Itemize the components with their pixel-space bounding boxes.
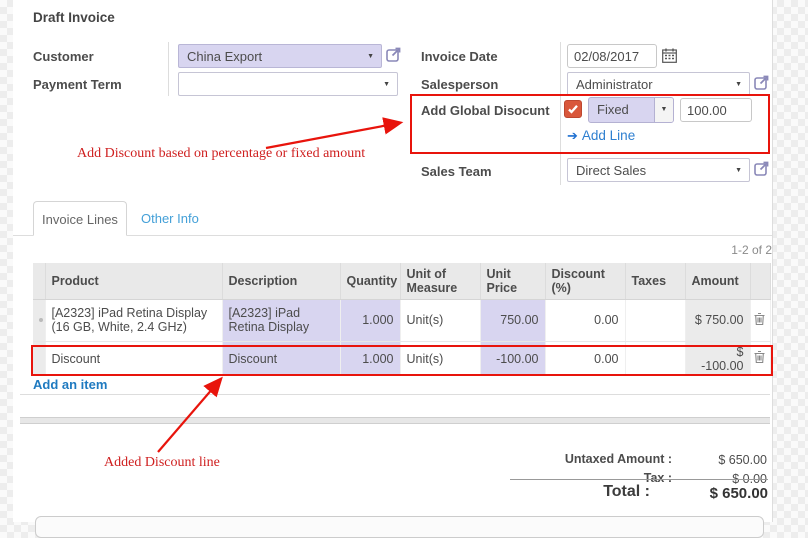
cell-amount: $ 750.00 (685, 299, 751, 342)
table-bottom-divider (20, 394, 770, 395)
customer-select[interactable]: China Export ▼ (178, 44, 382, 68)
tabs-divider (13, 235, 772, 236)
col-actions (750, 263, 771, 300)
drag-dot-icon (39, 318, 43, 322)
payment-term-select[interactable]: ▼ (178, 72, 398, 96)
untaxed-amount-label: Untaxed Amount : (564, 452, 672, 466)
salesperson-external-link-icon[interactable] (754, 74, 770, 95)
cell-uom[interactable]: Unit(s) (400, 341, 481, 376)
tab-other-info[interactable]: Other Info (141, 211, 199, 226)
annotation-line-note: Added Discount line (104, 455, 220, 470)
tax-label: Tax : (643, 471, 672, 485)
customer-select-value: China Export (187, 49, 263, 64)
tab-invoice-lines[interactable]: Invoice Lines (33, 201, 127, 236)
sales-team-select-value: Direct Sales (576, 163, 647, 178)
delete-row-button[interactable] (750, 341, 771, 376)
total-label: Total : (603, 483, 650, 500)
customer-label: Customer (33, 49, 94, 64)
form-right-separator (560, 42, 561, 185)
cell-uom[interactable]: Unit(s) (400, 299, 481, 342)
salesperson-select[interactable]: Administrator ▼ (567, 72, 750, 96)
cell-product[interactable]: [A2323] iPad Retina Display (16 GB, Whit… (45, 299, 223, 342)
message-area-box (35, 516, 764, 538)
section-separator-band (20, 417, 770, 424)
handle-column-header (33, 263, 46, 300)
chevron-down-icon: ▼ (735, 81, 742, 88)
col-unit-price[interactable]: Unit Price (480, 263, 546, 300)
trash-icon (754, 312, 764, 325)
pager-label: 1-2 of 2 (731, 243, 772, 257)
chevron-down-icon: ▼ (383, 81, 390, 88)
discount-type-value: Fixed (597, 102, 629, 117)
discount-type-select[interactable]: Fixed ▼ (588, 97, 674, 123)
form-left-separator (168, 42, 169, 96)
row-drag-handle[interactable] (33, 299, 46, 342)
salesperson-label: Salesperson (421, 77, 499, 92)
cell-unit-price[interactable]: 750.00 (480, 299, 546, 342)
page-title: Draft Invoice (33, 10, 115, 25)
col-taxes[interactable]: Taxes (625, 263, 686, 300)
global-discount-label: Add Global Disocunt (421, 103, 550, 118)
cell-description[interactable]: [A2323] iPad Retina Display (222, 299, 341, 342)
checkmark-icon (568, 105, 578, 114)
add-line-label: Add Line (581, 128, 636, 143)
chevron-down-icon: ▼ (367, 53, 374, 60)
col-quantity[interactable]: Quantity (340, 263, 401, 300)
col-product[interactable]: Product (45, 263, 223, 300)
sales-team-label: Sales Team (421, 164, 492, 179)
cell-quantity[interactable]: 1.000 (340, 341, 401, 376)
sales-team-select[interactable]: Direct Sales ▼ (567, 158, 750, 182)
cell-unit-price[interactable]: -100.00 (480, 341, 546, 376)
chevron-down-icon: ▼ (735, 167, 742, 174)
sales-team-external-link-icon[interactable] (754, 160, 770, 181)
trash-icon (754, 350, 764, 364)
col-amount[interactable]: Amount (685, 263, 751, 300)
cell-discount[interactable]: 0.00 (545, 341, 626, 376)
annotation-discount-note: Add Discount based on percentage or fixe… (77, 146, 366, 161)
global-discount-checkbox[interactable] (564, 100, 582, 118)
cell-description[interactable]: Discount (222, 341, 341, 376)
row-drag-handle[interactable] (33, 341, 46, 376)
untaxed-amount-value: $ 650.00 (718, 453, 767, 467)
cell-amount: $ -100.00 (685, 341, 751, 376)
delete-row-button[interactable] (750, 299, 771, 342)
table-row[interactable]: Discount Discount 1.000 Unit(s) -100.00 … (33, 341, 771, 376)
add-line-link[interactable]: ➔ Add Line (567, 128, 635, 144)
cell-taxes[interactable] (625, 341, 686, 376)
cell-taxes[interactable] (625, 299, 686, 342)
discount-amount-input[interactable] (680, 98, 752, 122)
col-description[interactable]: Description (222, 263, 341, 300)
invoice-date-input[interactable] (567, 44, 657, 68)
cell-quantity[interactable]: 1.000 (340, 299, 401, 342)
table-row[interactable]: [A2323] iPad Retina Display (16 GB, Whit… (33, 299, 771, 342)
add-an-item-link[interactable]: Add an item (33, 377, 108, 392)
col-unit-of-measure[interactable]: Unit of Measure (400, 263, 481, 300)
cell-product[interactable]: Discount (45, 341, 223, 376)
salesperson-select-value: Administrator (576, 77, 653, 92)
table-header-row: Product Description Quantity Unit of Mea… (33, 263, 771, 300)
payment-term-label: Payment Term (33, 77, 122, 92)
calendar-icon[interactable] (662, 48, 677, 68)
total-divider (510, 479, 768, 480)
invoice-date-label: Invoice Date (421, 49, 498, 64)
customer-external-link-icon[interactable] (386, 46, 402, 67)
total-value: $ 650.00 (709, 485, 768, 502)
chevron-down-icon: ▼ (654, 98, 673, 122)
cell-discount[interactable]: 0.00 (545, 299, 626, 342)
col-discount[interactable]: Discount (%) (545, 263, 626, 300)
invoice-lines-table: Product Description Quantity Unit of Mea… (33, 263, 771, 376)
arrow-right-icon: ➔ (567, 128, 578, 143)
